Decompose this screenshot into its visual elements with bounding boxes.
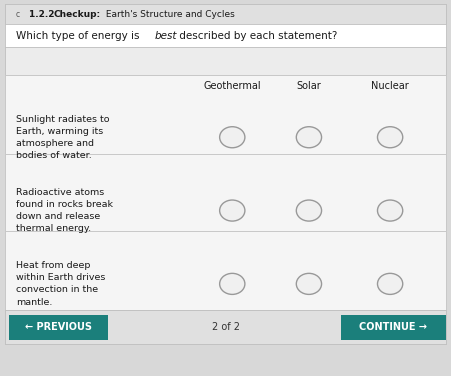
Text: Which type of energy is: Which type of energy is bbox=[16, 31, 143, 41]
Circle shape bbox=[296, 200, 322, 221]
FancyBboxPatch shape bbox=[5, 47, 446, 75]
Text: 2 of 2: 2 of 2 bbox=[212, 322, 239, 332]
FancyBboxPatch shape bbox=[5, 310, 446, 344]
Circle shape bbox=[220, 127, 245, 148]
FancyBboxPatch shape bbox=[5, 4, 446, 344]
Circle shape bbox=[296, 273, 322, 294]
FancyBboxPatch shape bbox=[9, 315, 108, 340]
Text: Sunlight radiates to
Earth, warming its
atmosphere and
bodies of water.: Sunlight radiates to Earth, warming its … bbox=[16, 115, 109, 160]
Text: Nuclear: Nuclear bbox=[371, 82, 409, 91]
Text: 1.2.2: 1.2.2 bbox=[29, 10, 58, 19]
FancyBboxPatch shape bbox=[341, 315, 446, 340]
Text: Earth's Structure and Cycles: Earth's Structure and Cycles bbox=[103, 10, 235, 19]
Circle shape bbox=[220, 273, 245, 294]
Text: described by each statement?: described by each statement? bbox=[175, 31, 337, 41]
Text: c: c bbox=[16, 10, 20, 19]
Circle shape bbox=[377, 127, 403, 148]
Text: best: best bbox=[154, 31, 177, 41]
Circle shape bbox=[377, 200, 403, 221]
Text: Geothermal: Geothermal bbox=[203, 82, 261, 91]
Text: Radioactive atoms
found in rocks break
down and release
thermal energy.: Radioactive atoms found in rocks break d… bbox=[16, 188, 113, 233]
Circle shape bbox=[220, 200, 245, 221]
Circle shape bbox=[296, 127, 322, 148]
Text: Heat from deep
within Earth drives
convection in the
mantle.: Heat from deep within Earth drives conve… bbox=[16, 261, 105, 306]
Circle shape bbox=[377, 273, 403, 294]
Text: ← PREVIOUS: ← PREVIOUS bbox=[25, 322, 92, 332]
FancyBboxPatch shape bbox=[5, 4, 446, 24]
Text: CONTINUE →: CONTINUE → bbox=[359, 322, 427, 332]
Text: Solar: Solar bbox=[297, 82, 321, 91]
FancyBboxPatch shape bbox=[5, 24, 446, 47]
Text: Checkup:: Checkup: bbox=[53, 10, 100, 19]
